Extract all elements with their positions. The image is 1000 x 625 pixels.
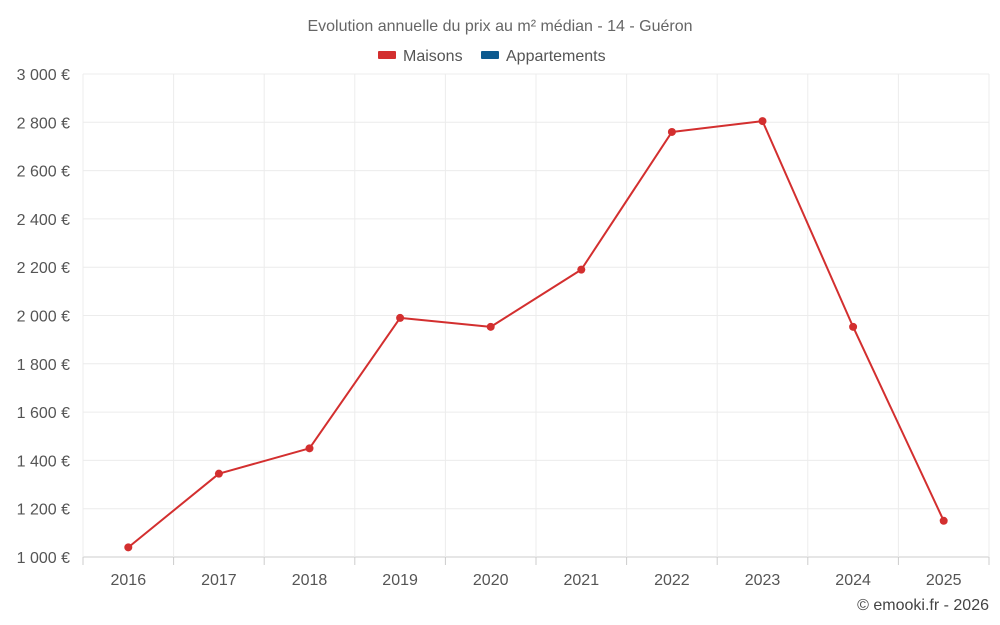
y-tick-label: 1 000 € [17,550,70,567]
y-tick-label: 3 000 € [17,67,70,84]
x-tick-label: 2019 [382,572,418,589]
x-axis: 2016 2017 2018 2019 2020 2021 2022 2023 2024 2025 [82,557,990,589]
x-tick-label: 2018 [292,572,328,589]
y-tick-label: 1 400 € [17,453,70,470]
y-tick-label: 2 800 € [17,115,70,132]
x-tick-label: 2025 [926,572,962,589]
y-tick-label: 2 400 € [17,212,70,229]
x-tick-label: 2023 [745,572,781,589]
y-tick-label: 2 600 € [17,164,70,181]
data-point-maisons[interactable] [849,322,858,331]
credit-text: © emooki.fr - 2026 [857,597,989,614]
legend-item-appartements[interactable]: Appartements [481,48,606,65]
data-point-maisons[interactable] [305,444,314,453]
data-point-maisons[interactable] [486,322,495,331]
y-tick-label: 1 600 € [17,405,70,422]
legend: Maisons Appartements [378,48,606,65]
series-layer [124,117,948,552]
legend-swatch-appartements [481,51,499,59]
x-tick-label: 2021 [564,572,600,589]
y-tick-label: 2 200 € [17,260,70,277]
y-tick-label: 1 800 € [17,357,70,374]
data-point-maisons[interactable] [667,127,676,136]
chart-title: Evolution annuelle du prix au m² médian … [307,18,692,35]
data-point-maisons[interactable] [758,117,767,126]
x-tick-label: 2016 [111,572,147,589]
data-point-maisons[interactable] [577,265,586,274]
series-line-maisons [127,120,945,549]
grid [82,73,990,558]
y-tick-label: 2 000 € [17,309,70,326]
x-tick-label: 2020 [473,572,509,589]
legend-item-maisons[interactable]: Maisons [378,48,463,65]
y-axis: 1 000 € 1 200 € 1 400 € 1 600 € 1 800 € 2 000… [17,67,70,567]
data-point-maisons[interactable] [396,313,405,322]
legend-label-appartements: Appartements [506,48,606,65]
y-tick-label: 1 200 € [17,502,70,519]
x-tick-label: 2017 [201,572,237,589]
x-tick-label: 2024 [835,572,871,589]
data-point-maisons[interactable] [124,543,133,552]
legend-label-maisons: Maisons [403,48,463,65]
x-tick-label: 2022 [654,572,690,589]
data-point-maisons[interactable] [214,469,223,478]
legend-swatch-maisons [378,51,396,59]
data-point-maisons[interactable] [939,516,948,525]
